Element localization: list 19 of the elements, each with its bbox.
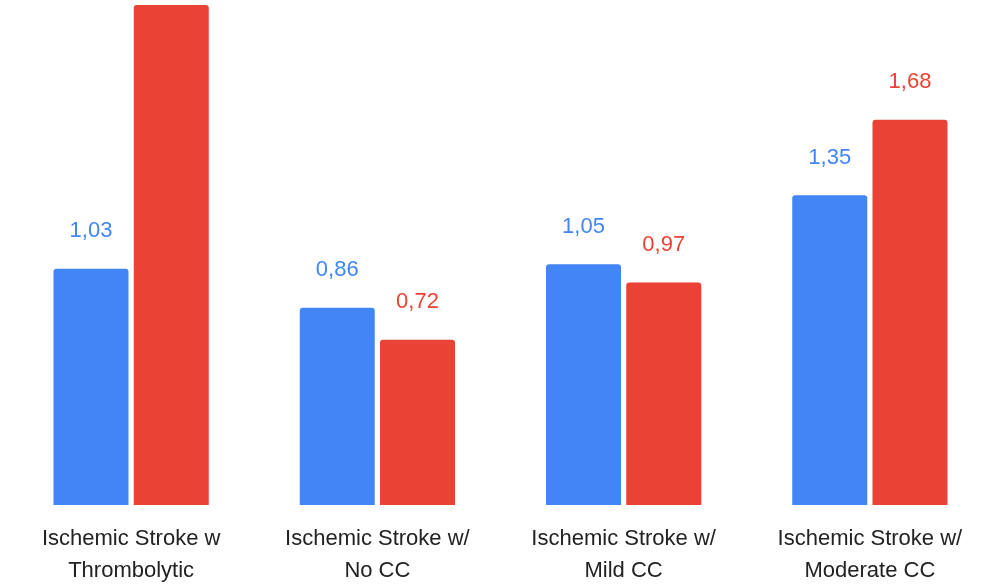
bar [299, 307, 375, 505]
bar [872, 119, 948, 505]
bar [626, 282, 702, 505]
x-tick-label: Ischemic Stroke w/ No CC [285, 524, 471, 582]
bar [380, 339, 455, 505]
data-label: 0,97 [642, 231, 686, 257]
data-label: 1,68 [888, 68, 932, 94]
x-tick-label: Ischemic Stroke w/ Mild CC [531, 524, 717, 582]
data-label: 0,72 [396, 288, 439, 314]
data-label: 1,03 [69, 217, 113, 243]
x-tick-label: Ischemic Stroke w/ Moderate CC [777, 524, 964, 582]
bar [133, 5, 209, 505]
bar [53, 268, 129, 505]
data-label: 0,86 [315, 256, 359, 282]
x-tick-label: Ischemic Stroke w Thrombolytic [41, 524, 221, 582]
bar [546, 264, 621, 505]
data-label: 1,35 [808, 143, 852, 169]
data-label: 1,05 [562, 212, 605, 238]
bar [792, 195, 868, 505]
